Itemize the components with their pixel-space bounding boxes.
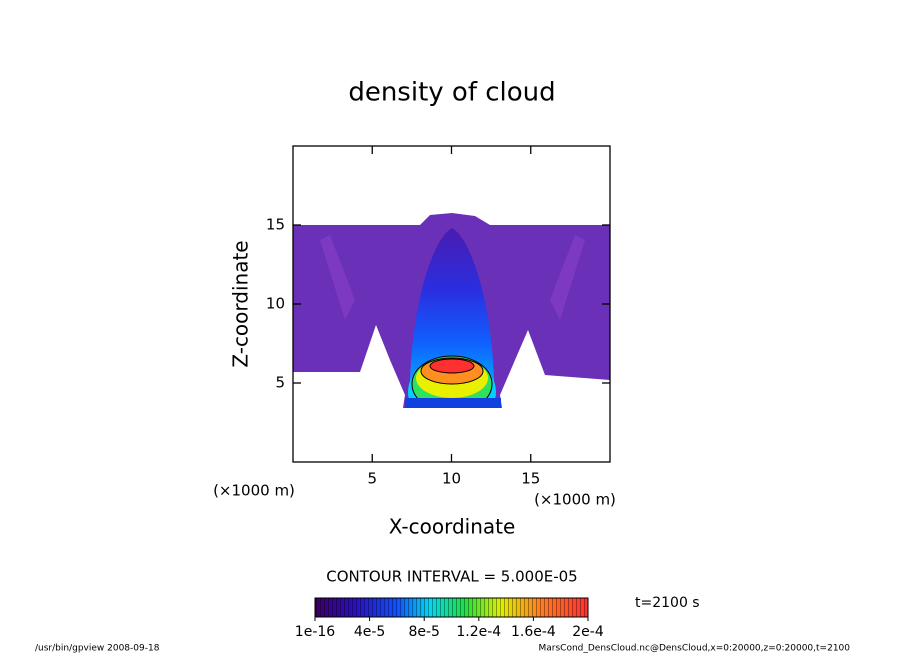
colorbar-tick-label: 2e-4 xyxy=(572,624,604,640)
x-axis-label: X-coordinate xyxy=(389,515,516,539)
colorbar-tick-label: 8e-5 xyxy=(408,624,439,640)
x-axis-unit: (×1000 m) xyxy=(534,491,616,509)
y-tick-label: 10 xyxy=(266,295,285,313)
contour-field xyxy=(293,213,610,408)
colorbar-tick-label: 1.2e-4 xyxy=(456,624,501,640)
colorbar-tick-label: 1e-16 xyxy=(295,624,335,640)
colorbar-tick-label: 4e-5 xyxy=(354,624,385,640)
contour-band xyxy=(405,398,501,408)
cloud-streak xyxy=(320,235,585,320)
colorbar-stripes xyxy=(314,597,589,618)
footer-right: MarsCond_DensCloud.nc@DensCloud,x=0:2000… xyxy=(539,644,851,654)
x-tick-label: 5 xyxy=(367,470,377,488)
y-tick-label: 5 xyxy=(275,374,285,392)
x-tick-label: 10 xyxy=(442,470,461,488)
chart-title: density of cloud xyxy=(348,78,555,108)
axes: 5 10 15 5 10 15 1e-16 4e-5 8e-5 1.2e-4 1.6e-4 2e-4 xyxy=(266,146,610,640)
time-label: t=2100 s xyxy=(635,595,700,611)
y-axis-unit: (×1000 m) xyxy=(213,482,295,500)
contour-interval: CONTOUR INTERVAL = 5.000E-05 xyxy=(326,568,577,586)
y-tick-label: 15 xyxy=(266,216,285,234)
colorbar-tick-label: 1.6e-4 xyxy=(511,624,556,640)
x-tick-label: 15 xyxy=(521,470,540,488)
contour-band xyxy=(429,358,475,374)
y-axis-label: Z-coordinate xyxy=(229,240,253,367)
footer-left: /usr/bin/gpview 2008-09-18 xyxy=(35,644,160,654)
